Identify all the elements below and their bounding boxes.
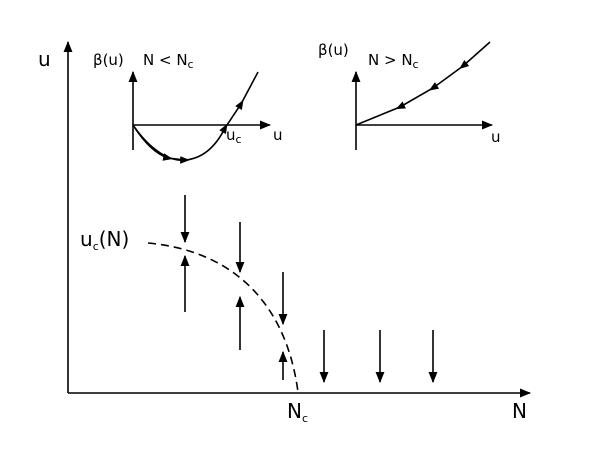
critical-curve — [147, 242, 299, 393]
text: N < N — [143, 51, 188, 69]
root-label: uc — [226, 126, 242, 146]
inset-condition: N < Nc — [143, 51, 194, 71]
text: (N) — [99, 227, 130, 251]
text: N — [287, 399, 302, 423]
inset-x-label: u — [273, 126, 283, 144]
inset-x-label: u — [491, 128, 501, 146]
critical-label: Nc — [287, 399, 308, 425]
main-axes — [63, 40, 532, 398]
inset-condition: N > Nc — [368, 51, 419, 71]
text: N > N — [368, 51, 413, 69]
text: c — [302, 412, 308, 425]
text: c — [188, 58, 194, 71]
text: c — [236, 133, 242, 146]
inset-y-label: β(u) — [318, 41, 349, 59]
inset-y-label: β(u) — [93, 51, 124, 69]
text: c — [93, 240, 99, 253]
text: u — [226, 126, 236, 144]
text: u — [80, 227, 93, 251]
curve-label: uc(N) — [80, 227, 129, 253]
x-axis-label: N — [512, 399, 527, 423]
inset-left — [128, 70, 272, 164]
flow-arrows — [180, 195, 438, 384]
text: c — [413, 58, 419, 71]
inset-right — [351, 41, 494, 150]
y-axis-label: u — [38, 47, 51, 71]
